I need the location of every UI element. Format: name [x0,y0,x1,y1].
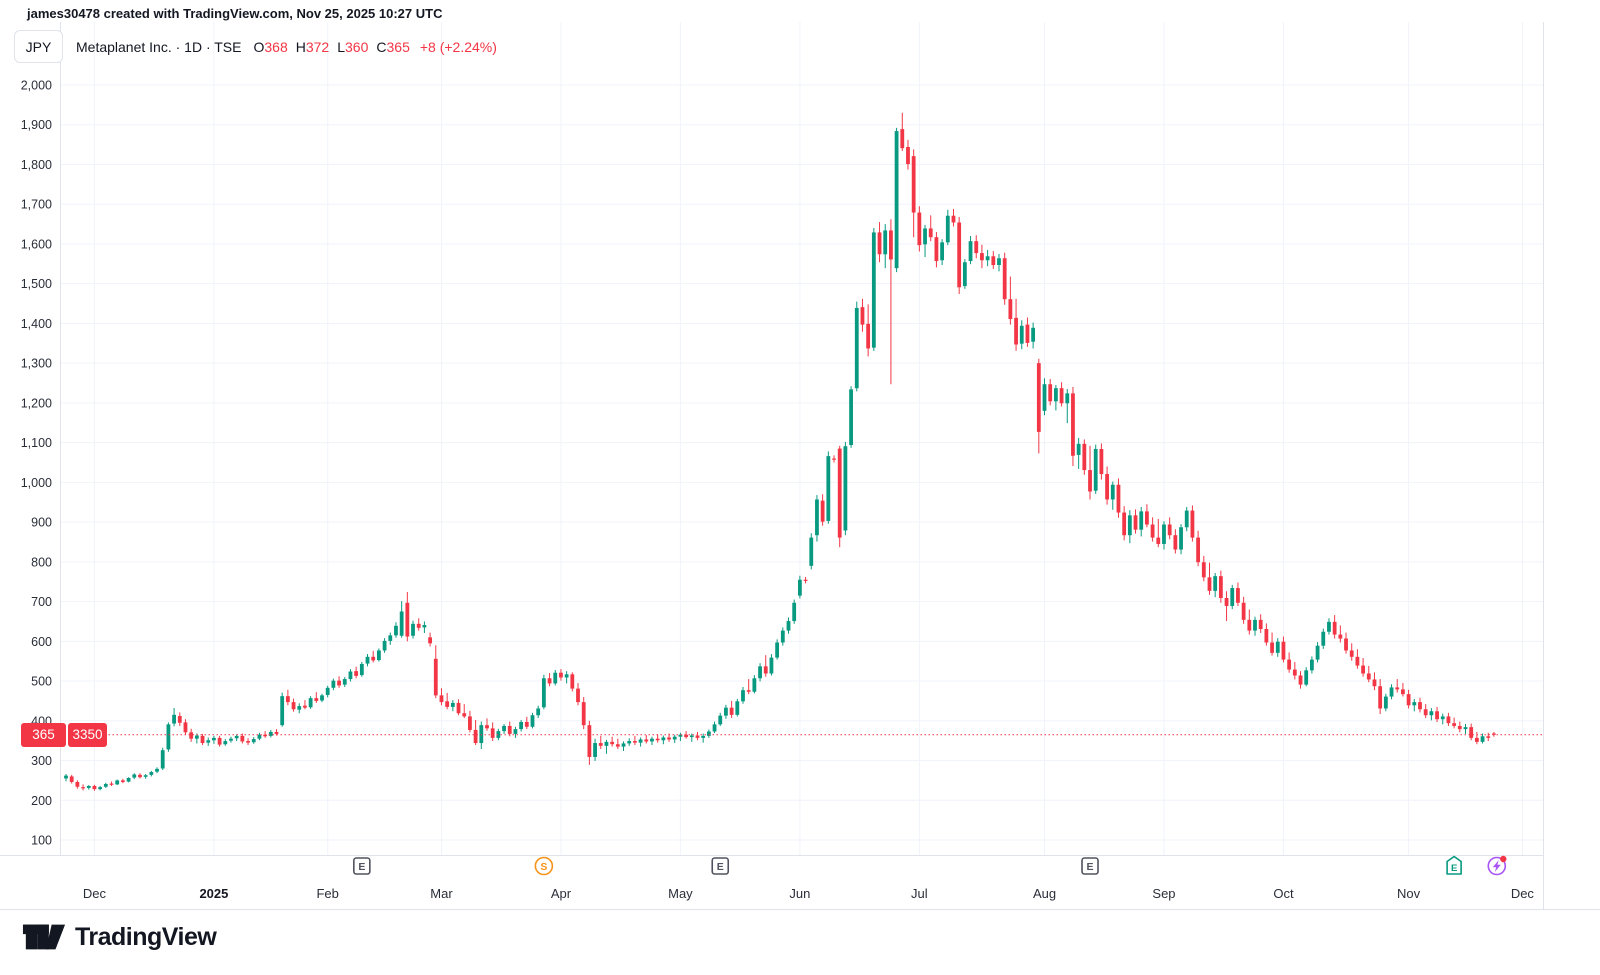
svg-text:E: E [1451,863,1457,874]
earnings-upcoming-marker-icon[interactable]: E [1446,855,1462,875]
x-axis-labels: Dec 2025 Feb Mar Apr May Jun Jul Aug Sep Oct Nov Dec [83,886,1535,901]
svg-text:Dec: Dec [83,886,107,901]
chart-legend: JPY Metaplanet Inc. · 1D · TSE O368 H372… [14,30,497,63]
svg-text:300: 300 [31,754,52,768]
svg-text:1,400: 1,400 [21,317,52,331]
attribution-text: james30478 created with TradingView.com,… [27,6,443,21]
svg-text:200: 200 [31,794,52,808]
candlestick-series[interactable] [64,112,1496,791]
tradingview-logo[interactable]: TradingView [22,922,217,952]
earnings-marker-icon[interactable]: E [1081,857,1099,875]
y-axis-labels: 2,000 1,900 1,800 1,700 1,600 1,500 1,400 1,300… [21,79,52,848]
svg-text:1,900: 1,900 [21,118,52,132]
svg-text:1,200: 1,200 [21,396,52,410]
svg-text:S: S [540,861,547,873]
svg-text:1,600: 1,600 [21,237,52,251]
svg-text:Nov: Nov [1397,886,1421,901]
svg-text:E: E [358,861,365,873]
change-value: +8 (+2.24%) [419,38,497,55]
split-marker-icon[interactable]: S [534,856,554,876]
svg-text:1,800: 1,800 [21,158,52,172]
svg-text:600: 600 [31,635,52,649]
flash-marker-icon[interactable] [1487,855,1507,876]
svg-text:500: 500 [31,675,52,689]
currency-button[interactable]: JPY [14,30,63,63]
svg-text:Jun: Jun [789,886,810,901]
low-value: 360 [345,38,369,55]
tradingview-logo-text: TradingView [75,922,217,951]
ohlc-values: O368 H372 L360 C365 [253,39,417,55]
chart-borders [0,22,1600,910]
high-value: 372 [305,38,330,55]
open-label: O [253,38,265,55]
svg-text:1,100: 1,100 [21,436,52,450]
symbol-title[interactable]: Metaplanet Inc. · 1D · TSE [76,38,242,55]
svg-text:Dec: Dec [1511,886,1535,901]
svg-text:2,000: 2,000 [21,79,52,93]
svg-text:1,700: 1,700 [21,198,52,212]
svg-text:Feb: Feb [316,886,338,901]
svg-text:800: 800 [31,555,52,569]
earnings-marker-icon[interactable]: E [353,857,371,875]
price-gridlines [60,84,1544,841]
svg-text:May: May [668,886,693,901]
high-label: H [295,38,306,55]
open-value: 368 [264,38,288,55]
svg-text:Sep: Sep [1152,886,1175,901]
tradingview-logo-icon [22,924,66,950]
svg-text:Apr: Apr [551,886,572,901]
svg-text:E: E [717,861,724,873]
svg-text:900: 900 [31,516,52,530]
close-value: 365 [386,38,410,55]
svg-text:2025: 2025 [199,886,228,901]
earnings-marker-icon[interactable]: E [711,857,730,875]
last-price-label: 365 [21,723,66,747]
svg-text:E: E [1087,861,1094,873]
svg-text:700: 700 [31,595,52,609]
svg-text:Aug: Aug [1033,886,1056,901]
time-gridlines [93,22,1523,856]
svg-text:1,300: 1,300 [21,357,52,371]
svg-text:Oct: Oct [1273,886,1294,901]
svg-text:1,500: 1,500 [21,277,52,291]
low-label: L [337,38,346,55]
svg-text:Jul: Jul [911,886,928,901]
secondary-price-label: 3350 [68,723,107,747]
svg-text:100: 100 [31,834,52,848]
close-label: C [376,38,387,55]
svg-text:1,000: 1,000 [21,476,52,490]
svg-text:Mar: Mar [430,886,453,901]
